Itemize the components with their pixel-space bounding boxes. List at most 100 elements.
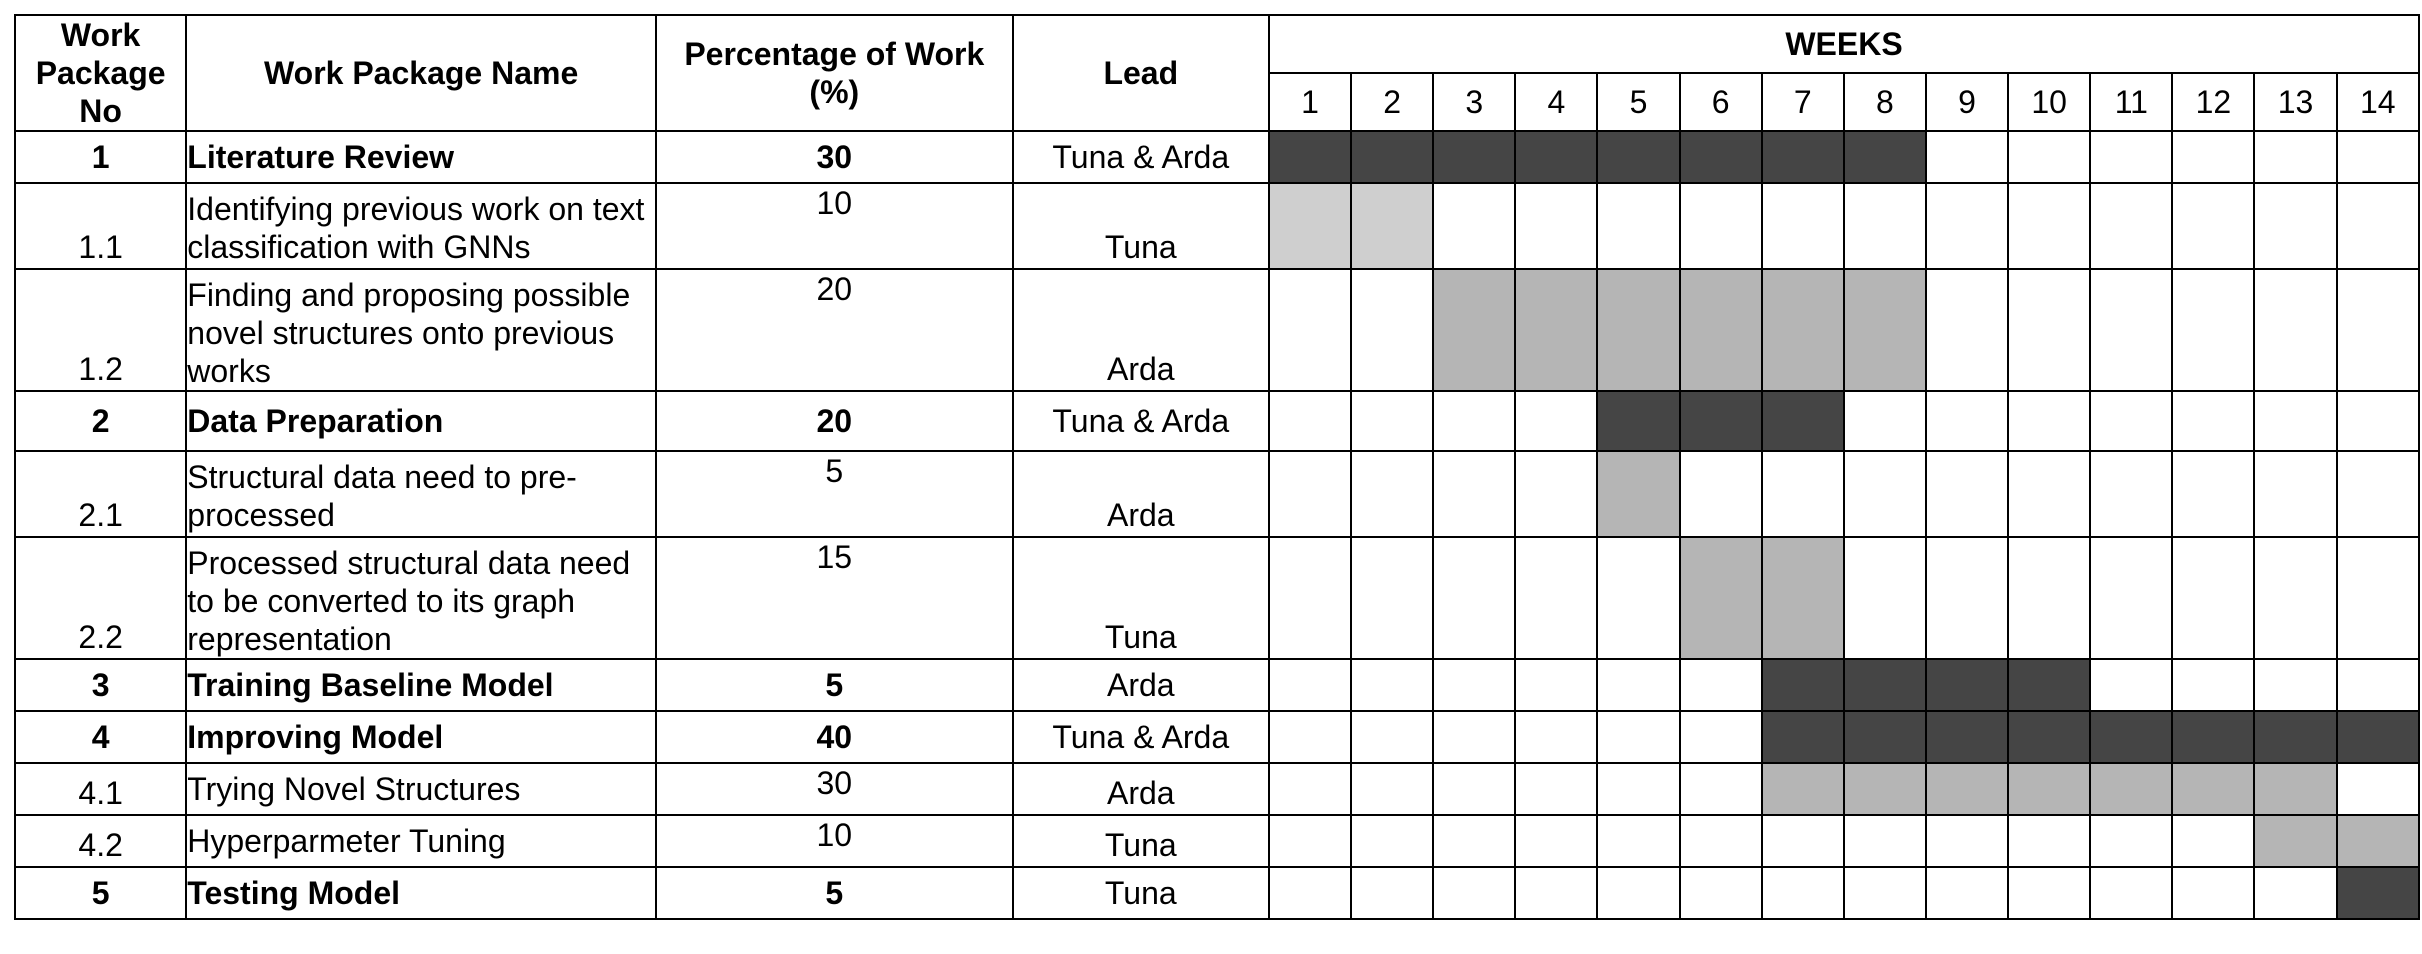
gantt-empty-cell	[1514, 866, 1599, 920]
gantt-empty-cell	[2253, 450, 2338, 538]
gantt-empty-cell	[2171, 866, 2256, 920]
gantt-empty-cell	[2171, 182, 2256, 270]
gantt-bar-cell	[2171, 762, 2256, 816]
gantt-empty-cell	[1842, 182, 1927, 270]
gantt-empty-cell	[1924, 130, 2010, 184]
gantt-bar-cell	[1596, 450, 1681, 538]
gantt-empty-cell	[1432, 866, 1517, 920]
work-package-name: Finding and proposing possible novel str…	[185, 268, 658, 392]
gantt-bar-cell	[1514, 268, 1599, 392]
week-number-3: 3	[1432, 72, 1517, 132]
lead-name: Arda	[1011, 658, 1270, 712]
gantt-bar-cell	[2089, 762, 2174, 816]
gantt-bar-cell	[1596, 130, 1681, 184]
gantt-empty-cell	[2089, 866, 2174, 920]
gantt-empty-cell	[1678, 814, 1763, 868]
gantt-empty-cell	[1514, 450, 1599, 538]
work-package-no: 4.2	[13, 814, 188, 868]
gantt-empty-cell	[1350, 658, 1435, 712]
gantt-empty-cell	[2007, 814, 2092, 868]
gantt-bar-cell	[1267, 130, 1353, 184]
percentage-of-work: 30	[655, 762, 1014, 816]
gantt-empty-cell	[1267, 866, 1353, 920]
gantt-empty-cell	[1678, 866, 1763, 920]
gantt-empty-cell	[1432, 710, 1517, 764]
header-work-package-no: Work Package No	[13, 14, 188, 132]
gantt-empty-cell	[1267, 536, 1353, 660]
gantt-bar-cell	[2253, 710, 2338, 764]
gantt-bar-cell	[1514, 130, 1599, 184]
gantt-bar-cell	[1432, 130, 1517, 184]
lead-name: Arda	[1011, 450, 1270, 538]
percentage-of-work: 20	[655, 268, 1014, 392]
week-number-4: 4	[1514, 72, 1599, 132]
gantt-empty-cell	[1596, 710, 1681, 764]
gantt-bar-cell	[1760, 762, 1845, 816]
gantt-bar-cell	[2335, 710, 2421, 764]
gantt-empty-cell	[1350, 814, 1435, 868]
gantt-empty-cell	[2335, 130, 2421, 184]
gantt-bar-cell	[1842, 130, 1927, 184]
gantt-bar-cell	[2007, 658, 2092, 712]
week-number-8: 8	[1842, 72, 1927, 132]
week-number-7: 7	[1760, 72, 1845, 132]
header-lead: Lead	[1011, 14, 1270, 132]
gantt-bar-cell	[2007, 710, 2092, 764]
gantt-bar-cell	[1760, 268, 1845, 392]
gantt-empty-cell	[2335, 658, 2421, 712]
gantt-empty-cell	[2007, 182, 2092, 270]
table-row: 1 Literature Review 30 Tuna & Arda	[13, 130, 2421, 184]
gantt-bar-cell	[1596, 268, 1681, 392]
gantt-empty-cell	[1267, 390, 1353, 452]
gantt-empty-cell	[2253, 536, 2338, 660]
gantt-empty-cell	[2089, 450, 2174, 538]
gantt-empty-cell	[1514, 762, 1599, 816]
gantt-bar-cell	[1350, 130, 1435, 184]
gantt-empty-cell	[1350, 866, 1435, 920]
gantt-empty-cell	[2089, 268, 2174, 392]
gantt-bar-cell	[1432, 268, 1517, 392]
lead-name: Tuna & Arda	[1011, 710, 1270, 764]
gantt-empty-cell	[1596, 536, 1681, 660]
gantt-empty-cell	[1514, 536, 1599, 660]
gantt-bar-cell	[1678, 536, 1763, 660]
gantt-empty-cell	[2171, 130, 2256, 184]
gantt-empty-cell	[1678, 710, 1763, 764]
work-package-name: Improving Model	[185, 710, 658, 764]
gantt-empty-cell	[1596, 762, 1681, 816]
gantt-bar-cell	[1924, 762, 2010, 816]
gantt-empty-cell	[1924, 450, 2010, 538]
gantt-empty-cell	[1842, 390, 1927, 452]
gantt-bar-cell	[2335, 866, 2421, 920]
week-number-14: 14	[2335, 72, 2421, 132]
gantt-empty-cell	[1924, 268, 2010, 392]
percentage-of-work: 20	[655, 390, 1014, 452]
gantt-empty-cell	[2007, 268, 2092, 392]
gantt-empty-cell	[1514, 814, 1599, 868]
gantt-empty-cell	[2253, 130, 2338, 184]
week-number-11: 11	[2089, 72, 2174, 132]
gantt-empty-cell	[2007, 130, 2092, 184]
gantt-bar-cell	[2335, 814, 2421, 868]
gantt-empty-cell	[2089, 390, 2174, 452]
gantt-empty-cell	[1924, 866, 2010, 920]
gantt-empty-cell	[1924, 814, 2010, 868]
gantt-empty-cell	[2171, 450, 2256, 538]
gantt-empty-cell	[1842, 536, 1927, 660]
gantt-bar-cell	[1596, 390, 1681, 452]
gantt-empty-cell	[2253, 390, 2338, 452]
gantt-empty-cell	[1350, 710, 1435, 764]
gantt-empty-cell	[1432, 182, 1517, 270]
gantt-empty-cell	[2007, 450, 2092, 538]
percentage-of-work: 5	[655, 450, 1014, 538]
week-number-10: 10	[2007, 72, 2092, 132]
work-package-name: Data Preparation	[185, 390, 658, 452]
gantt-empty-cell	[2171, 536, 2256, 660]
table-row: 3 Training Baseline Model 5 Arda	[13, 658, 2421, 712]
work-package-name: Literature Review	[185, 130, 658, 184]
work-package-name: Structural data need to pre-processed	[185, 450, 658, 538]
gantt-empty-cell	[2007, 866, 2092, 920]
work-package-name: Processed structural data need to be con…	[185, 536, 658, 660]
gantt-empty-cell	[2253, 658, 2338, 712]
gantt-empty-cell	[2253, 182, 2338, 270]
